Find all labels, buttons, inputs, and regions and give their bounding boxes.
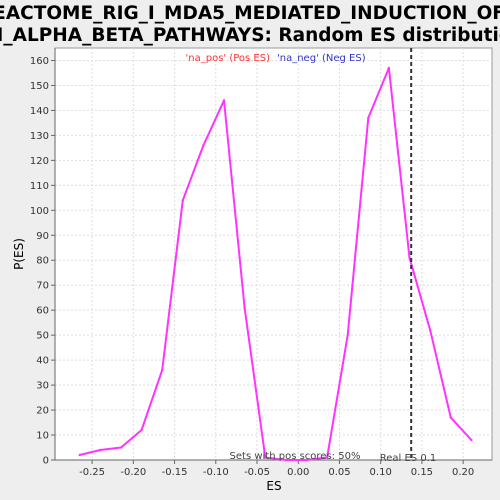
data-point-4 bbox=[160, 368, 164, 372]
data-point-18 bbox=[449, 416, 452, 419]
x-tick-label-5: 0.00 bbox=[287, 467, 309, 478]
x-tick-label-6: 0.05 bbox=[328, 467, 350, 478]
data-point-14 bbox=[367, 116, 370, 120]
y-tick-label-14: 140 bbox=[30, 106, 49, 117]
x-tick-label-9: 0.20 bbox=[452, 467, 474, 478]
data-point-15 bbox=[387, 66, 391, 70]
x-tick-label-3: -0.10 bbox=[203, 467, 229, 478]
x-tick-label-7: 0.10 bbox=[370, 467, 392, 478]
data-point-6 bbox=[202, 144, 205, 147]
x-ticks: -0.25 -0.20 -0.15 -0.10 -0.05 0.00 0.05 0.10 0.1… bbox=[79, 460, 474, 478]
series-layer bbox=[78, 66, 473, 462]
chart-title-line-2: FN_ALPHA_BETA_PATHWAYS: Random ES distri… bbox=[0, 25, 500, 46]
chart-title-line-1: REACTOME_RIG_I_MDA5_MEDIATED_INDUCTION_O… bbox=[0, 3, 500, 24]
x-tick-label-8: 0.15 bbox=[411, 467, 433, 478]
y-tick-label-0: 0 bbox=[43, 456, 49, 467]
data-point-19 bbox=[470, 438, 473, 442]
y-tick-label-1: 10 bbox=[36, 431, 49, 442]
y-tick-label-8: 80 bbox=[36, 256, 49, 267]
data-point-13 bbox=[346, 333, 349, 337]
legend-entry-pos: 'na_pos' (Pos ES) bbox=[186, 53, 271, 64]
legend-entry-neg: 'na_neg' (Neg ES) bbox=[277, 53, 366, 64]
data-point-16 bbox=[408, 256, 411, 259]
data-point-10 bbox=[284, 458, 288, 462]
y-tick-label-12: 120 bbox=[30, 156, 49, 167]
data-point-17 bbox=[428, 328, 432, 332]
data-point-1 bbox=[99, 448, 102, 452]
y-tick-label-3: 30 bbox=[36, 381, 49, 392]
y-tick-label-7: 70 bbox=[36, 281, 49, 292]
y-tick-label-15: 150 bbox=[30, 81, 49, 92]
y-ticks: 0 10 20 30 40 50 60 70 80 90 100 110 120 130 140 150 160 bbox=[30, 56, 55, 467]
axes bbox=[54, 48, 492, 461]
x-tick-label-1: -0.20 bbox=[120, 467, 146, 478]
y-tick-label-11: 110 bbox=[30, 181, 49, 192]
data-point-12 bbox=[325, 456, 329, 459]
data-point-0 bbox=[78, 453, 81, 457]
data-point-5 bbox=[181, 199, 185, 202]
grid-lines bbox=[55, 48, 492, 460]
y-axis-label: P(ES) bbox=[12, 238, 26, 270]
x-axis-label: ES bbox=[266, 479, 281, 493]
y-tick-label-16: 160 bbox=[30, 56, 49, 67]
y-tick-label-9: 90 bbox=[36, 231, 49, 242]
x-tick-label-0: -0.25 bbox=[79, 467, 105, 478]
y-tick-label-4: 40 bbox=[36, 356, 49, 367]
data-point-2 bbox=[119, 446, 123, 449]
y-tick-label-6: 60 bbox=[36, 306, 49, 317]
x-tick-label-4: -0.05 bbox=[244, 467, 270, 478]
pos-scores-annotation: Sets with pos scores: 50% bbox=[230, 451, 361, 462]
data-point-11 bbox=[305, 458, 308, 462]
y-tick-label-10: 100 bbox=[30, 206, 49, 217]
real-es-label: Real ES 0.1 bbox=[380, 453, 436, 464]
data-point-3 bbox=[140, 428, 143, 432]
data-point-8 bbox=[243, 306, 246, 309]
series-line-0 bbox=[79, 67, 473, 461]
y-tick-label-5: 50 bbox=[36, 331, 49, 342]
x-tick-label-2: -0.15 bbox=[162, 467, 188, 478]
data-point-9 bbox=[264, 456, 267, 459]
y-tick-label-2: 20 bbox=[36, 406, 49, 417]
y-tick-label-13: 130 bbox=[30, 131, 49, 142]
plot-area bbox=[54, 47, 493, 461]
data-point-7 bbox=[222, 99, 226, 102]
